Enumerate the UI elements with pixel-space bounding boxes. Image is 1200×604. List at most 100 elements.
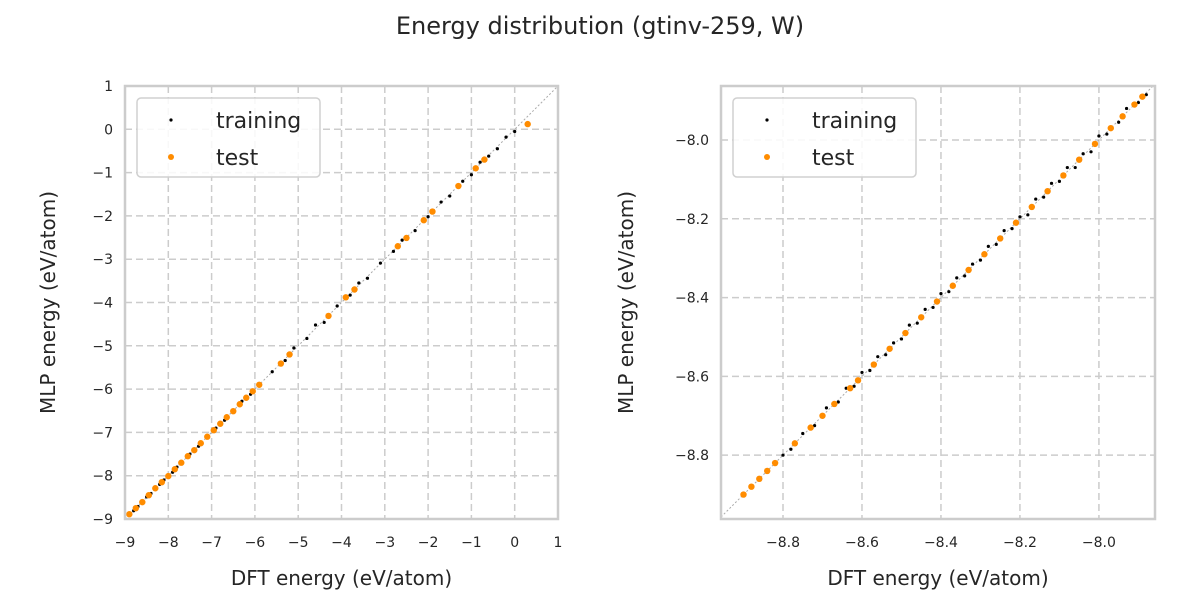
test-point [886, 346, 892, 352]
x-tick-label: −3 [374, 535, 395, 551]
y-tick-label: −8.6 [675, 369, 709, 385]
y-tick-label: −9 [92, 512, 113, 528]
training-point [1066, 166, 1069, 169]
legend-label-training: training [216, 109, 301, 134]
training-point [868, 369, 871, 372]
training-point [392, 250, 395, 253]
x-tick-label: −1 [461, 535, 482, 551]
training-point [1026, 213, 1029, 216]
training-point [487, 155, 490, 158]
training-point [979, 259, 982, 262]
y-tick-label: −8.2 [675, 212, 709, 228]
training-point [931, 306, 934, 309]
training-point [1034, 197, 1037, 200]
training-point [1117, 121, 1120, 124]
x-tick-label: −8.8 [766, 535, 800, 551]
training-point [314, 323, 317, 326]
panel-1: −9−8−7−6−5−4−3−2−101−9−8−7−6−5−4−3−2−101… [36, 79, 562, 590]
y-tick-label: −3 [92, 252, 113, 268]
test-point [250, 388, 256, 394]
test-point [403, 235, 409, 241]
y-axis-label: MLP energy (eV/atom) [36, 191, 60, 414]
test-point [429, 208, 435, 214]
test-point [1029, 204, 1035, 210]
training-point [379, 261, 382, 264]
test-point [1060, 172, 1066, 178]
test-point [243, 395, 249, 401]
test-point [473, 165, 479, 171]
legend-marker-test [764, 154, 770, 160]
test-point [1108, 125, 1114, 131]
test-point [172, 466, 178, 472]
training-point [1018, 215, 1021, 218]
test-point [807, 424, 813, 430]
x-axis-label: DFT energy (eV/atom) [827, 566, 1048, 590]
x-tick-label: −8.6 [845, 535, 879, 551]
test-point [198, 440, 204, 446]
test-point [481, 156, 487, 162]
test-point [159, 479, 165, 485]
test-point [764, 468, 770, 474]
legend: training test [137, 98, 320, 177]
training-point [963, 274, 966, 277]
test-point [1139, 93, 1145, 99]
test-point [772, 460, 778, 466]
training-point [1125, 107, 1128, 110]
x-tick-label: −5 [288, 535, 309, 551]
y-tick-label: −4 [92, 296, 113, 312]
x-tick-label: −8.2 [1003, 535, 1037, 551]
test-point [351, 286, 357, 292]
test-point [950, 283, 956, 289]
x-tick-label: −8 [158, 535, 179, 551]
test-point [792, 440, 798, 446]
test-point [997, 235, 1003, 241]
training-point [504, 135, 507, 138]
training-point [1003, 229, 1006, 232]
training-point [955, 276, 958, 279]
test-point [1119, 113, 1125, 119]
test-point [1076, 156, 1082, 162]
x-tick-label: −4 [331, 535, 352, 551]
training-point [995, 243, 998, 246]
training-point [939, 292, 942, 295]
x-axis-label: DFT energy (eV/atom) [231, 566, 452, 590]
training-point [305, 337, 308, 340]
test-point [1044, 188, 1050, 194]
test-point [524, 121, 530, 127]
test-point [756, 476, 762, 482]
test-point [165, 473, 171, 479]
y-tick-label: −8.0 [675, 133, 709, 149]
training-point [1042, 196, 1045, 199]
y-tick-label: 0 [104, 122, 113, 138]
training-point [470, 173, 473, 176]
test-point [256, 382, 262, 388]
training-point [349, 294, 352, 297]
x-tick-label: −7 [201, 535, 222, 551]
legend-marker-training [169, 118, 172, 121]
legend-label-test: test [216, 146, 259, 171]
legend-marker-training [765, 118, 768, 121]
training-point [513, 130, 516, 133]
legend-label-training: training [812, 109, 897, 134]
test-point [1131, 101, 1137, 107]
test-point [237, 401, 243, 407]
x-tick-label: 0 [510, 535, 519, 551]
training-point [323, 321, 326, 324]
test-point [934, 298, 940, 304]
training-point [1058, 180, 1061, 183]
training-point [496, 147, 499, 150]
test-point [146, 492, 152, 498]
y-tick-label: −7 [92, 425, 113, 441]
energy-distribution-figure: Energy distribution (gtinv-259, W) −9−8−… [0, 0, 1200, 600]
x-tick-label: −9 [115, 535, 136, 551]
training-point [916, 322, 919, 325]
test-point [152, 485, 158, 491]
training-point [884, 353, 887, 356]
test-point [918, 314, 924, 320]
training-point [987, 245, 990, 248]
y-axis-label: MLP energy (eV/atom) [614, 191, 638, 414]
test-point [1092, 141, 1098, 147]
test-point [831, 401, 837, 407]
legend: trainingtest [733, 98, 916, 177]
x-tick-label: −2 [418, 535, 439, 551]
